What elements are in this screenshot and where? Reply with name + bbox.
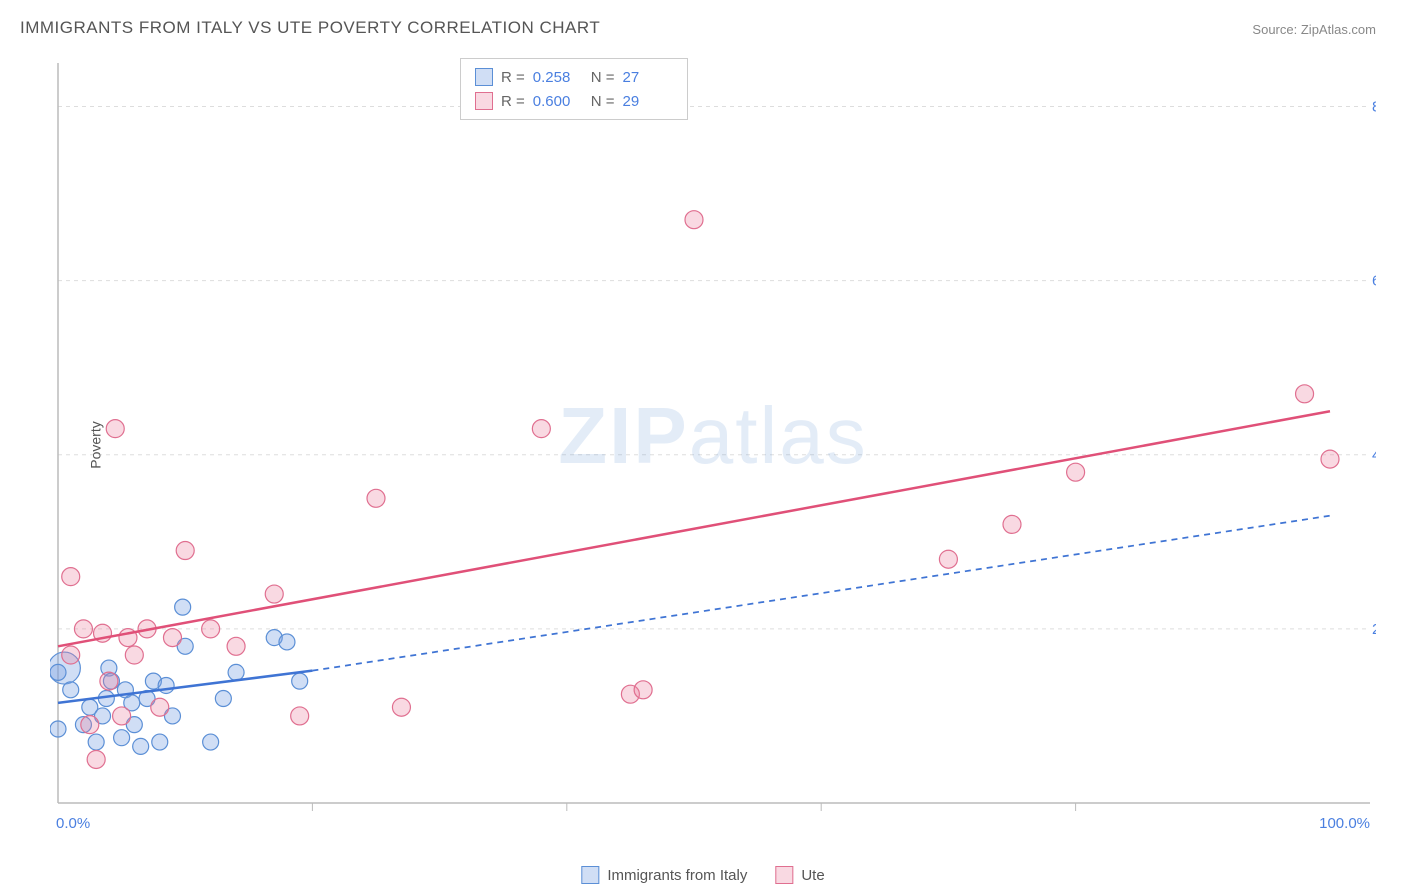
legend-label-1: Immigrants from Italy xyxy=(607,867,747,884)
n-label: N = xyxy=(591,69,615,86)
svg-text:40.0%: 40.0% xyxy=(1372,447,1376,464)
series-legend: Immigrants from Italy Ute xyxy=(581,866,824,884)
swatch-series1 xyxy=(475,68,493,86)
correlation-legend: R = 0.258 N = 27 R = 0.600 N = 29 xyxy=(460,58,688,120)
n-value-1: 27 xyxy=(623,69,673,86)
svg-text:20.0%: 20.0% xyxy=(1372,621,1376,638)
n-value-2: 29 xyxy=(623,93,673,110)
chart-svg: 20.0% 40.0% 60.0% 80.0% 0.0% 100.0% xyxy=(50,55,1376,835)
r-label: R = xyxy=(501,93,525,110)
legend-label-2: Ute xyxy=(801,867,824,884)
y-axis-label: Poverty xyxy=(88,421,104,468)
source-label: Source: xyxy=(1252,22,1297,37)
legend-item-2: Ute xyxy=(775,866,824,884)
r-value-2: 0.600 xyxy=(533,93,583,110)
r-label: R = xyxy=(501,69,525,86)
scatter-plot: Poverty 20.0%40.0%60.0%80.0%0.0%100.0% Z… xyxy=(50,55,1376,835)
source-link[interactable]: ZipAtlas.com xyxy=(1301,22,1376,37)
swatch-bottom-2 xyxy=(775,866,793,884)
legend-item-1: Immigrants from Italy xyxy=(581,866,747,884)
n-label: N = xyxy=(591,93,615,110)
source-attribution: Source: ZipAtlas.com xyxy=(1252,22,1376,37)
chart-title: IMMIGRANTS FROM ITALY VS UTE POVERTY COR… xyxy=(20,18,600,38)
legend-row-series2: R = 0.600 N = 29 xyxy=(475,89,673,113)
swatch-series2 xyxy=(475,92,493,110)
svg-text:0.0%: 0.0% xyxy=(56,815,90,832)
svg-text:60.0%: 60.0% xyxy=(1372,273,1376,290)
legend-row-series1: R = 0.258 N = 27 xyxy=(475,65,673,89)
svg-text:80.0%: 80.0% xyxy=(1372,99,1376,116)
svg-text:100.0%: 100.0% xyxy=(1319,815,1370,832)
r-value-1: 0.258 xyxy=(533,69,583,86)
swatch-bottom-1 xyxy=(581,866,599,884)
